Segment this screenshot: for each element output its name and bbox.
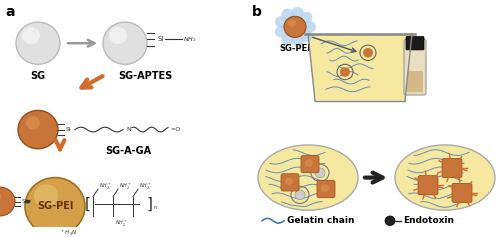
- Text: $NH_2^+$: $NH_2^+$: [99, 182, 112, 192]
- Circle shape: [292, 35, 304, 47]
- Circle shape: [385, 216, 395, 226]
- Circle shape: [300, 30, 312, 42]
- Text: a: a: [5, 5, 15, 19]
- Circle shape: [282, 34, 294, 45]
- Text: $^+H_2N$: $^+H_2N$: [60, 228, 78, 237]
- FancyBboxPatch shape: [317, 180, 335, 198]
- Text: $NH_2^+$: $NH_2^+$: [115, 219, 128, 229]
- Circle shape: [305, 159, 313, 167]
- Text: SG-APTES: SG-APTES: [118, 71, 172, 81]
- Circle shape: [34, 184, 58, 207]
- FancyBboxPatch shape: [281, 174, 299, 191]
- Circle shape: [109, 27, 127, 44]
- Circle shape: [22, 27, 40, 44]
- Text: Si: Si: [66, 127, 71, 132]
- Circle shape: [25, 178, 85, 235]
- Circle shape: [285, 178, 293, 185]
- Text: SG: SG: [30, 71, 46, 81]
- Circle shape: [0, 192, 1, 201]
- Circle shape: [282, 9, 294, 20]
- FancyBboxPatch shape: [301, 155, 319, 173]
- FancyBboxPatch shape: [442, 158, 462, 178]
- Circle shape: [16, 22, 60, 64]
- Text: $_n$: $_n$: [153, 205, 158, 212]
- Ellipse shape: [258, 145, 358, 210]
- Text: SG-PEI: SG-PEI: [280, 44, 310, 53]
- Circle shape: [300, 12, 312, 23]
- Text: N: N: [126, 127, 131, 132]
- Text: [: [: [85, 197, 91, 212]
- FancyBboxPatch shape: [404, 39, 426, 95]
- Text: Gelatin chain: Gelatin chain: [287, 216, 354, 225]
- Text: SG-A-GA: SG-A-GA: [105, 146, 151, 156]
- Text: =O: =O: [170, 127, 180, 132]
- FancyBboxPatch shape: [418, 176, 438, 195]
- Circle shape: [304, 21, 316, 33]
- Text: ]: ]: [147, 197, 153, 212]
- Text: b: b: [252, 5, 262, 19]
- Text: SG-PEI: SG-PEI: [37, 201, 73, 211]
- Circle shape: [288, 19, 296, 27]
- Circle shape: [340, 67, 350, 77]
- FancyBboxPatch shape: [406, 36, 424, 50]
- Text: Endotoxin: Endotoxin: [403, 216, 454, 225]
- Circle shape: [295, 190, 305, 200]
- Text: Si: Si: [22, 199, 27, 204]
- Circle shape: [321, 184, 329, 192]
- Text: $NH_2^+$: $NH_2^+$: [139, 182, 152, 192]
- Circle shape: [18, 110, 58, 149]
- Circle shape: [284, 16, 306, 37]
- Circle shape: [26, 116, 40, 130]
- Circle shape: [292, 7, 304, 18]
- Circle shape: [275, 16, 287, 28]
- FancyBboxPatch shape: [407, 71, 423, 92]
- Circle shape: [315, 168, 325, 178]
- Text: $NH_2$: $NH_2$: [183, 35, 196, 44]
- Polygon shape: [308, 34, 412, 101]
- Text: Si: Si: [157, 36, 164, 42]
- Ellipse shape: [395, 145, 495, 210]
- Circle shape: [103, 22, 147, 64]
- Circle shape: [275, 26, 287, 37]
- FancyBboxPatch shape: [452, 183, 472, 203]
- Text: $NH_2^+$: $NH_2^+$: [119, 182, 132, 192]
- Circle shape: [363, 48, 373, 58]
- Circle shape: [0, 187, 15, 216]
